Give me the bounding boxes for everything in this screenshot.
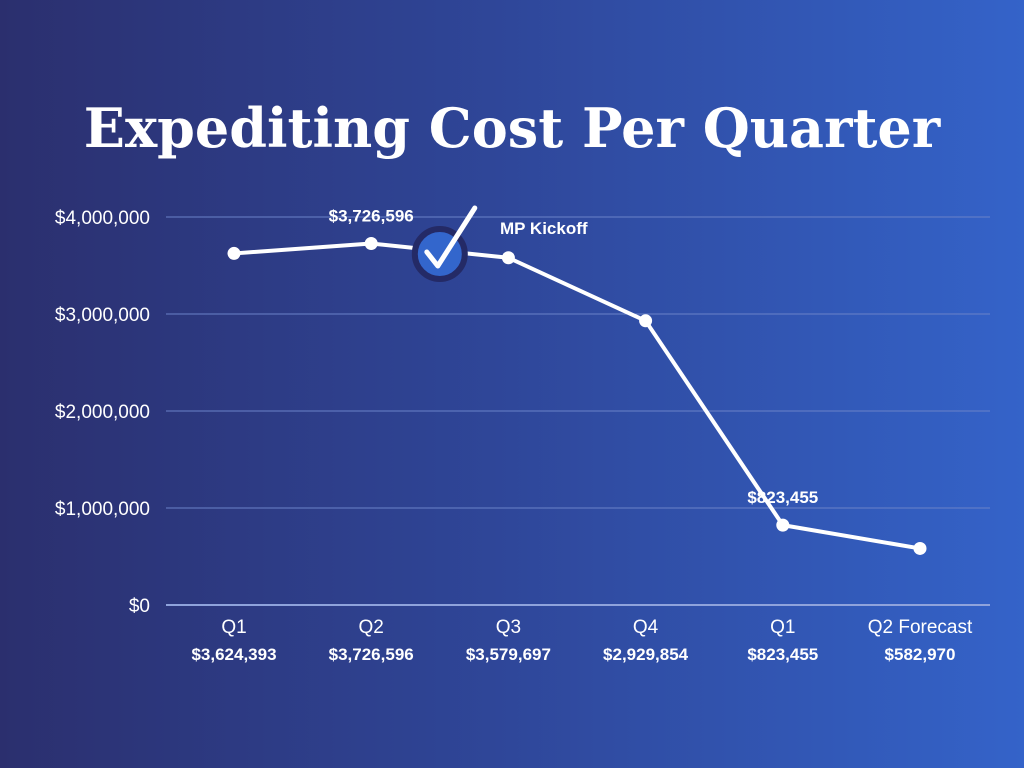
x-value-label: $2,929,854 [603,645,689,664]
data-point [776,518,790,532]
x-tick-label: Q2 [359,617,384,638]
x-tick-label: Q2 Forecast [868,617,973,638]
x-tick-label: Q3 [496,617,521,638]
x-tick-label: Q1 [770,617,795,638]
data-point [913,541,927,555]
chart-title: Expediting Cost Per Quarter [84,96,941,160]
x-value-label: $582,970 [885,645,956,664]
x-value-label: $3,726,596 [329,645,414,664]
x-value-label: $3,624,393 [191,645,276,664]
y-tick-label: $2,000,000 [55,402,150,423]
data-point [639,314,653,328]
series-line [233,241,921,551]
x-tick-label: Q4 [633,617,659,638]
y-tick-label: $3,000,000 [55,305,150,326]
annotation-label: MP Kickoff [500,219,588,238]
x-value-label: $823,455 [747,645,818,664]
checkmark-icon [424,205,478,269]
y-tick-label: $1,000,000 [55,499,150,520]
x-tick-label: Q1 [221,617,246,638]
point-label: $823,455 [747,488,818,507]
data-point [364,237,378,251]
point-label: $3,726,596 [329,207,414,226]
x-value-label: $3,579,697 [466,645,551,664]
data-point [501,251,515,265]
y-tick-label: $4,000,000 [55,208,150,229]
data-point [227,246,241,260]
y-tick-label: $0 [129,596,150,617]
